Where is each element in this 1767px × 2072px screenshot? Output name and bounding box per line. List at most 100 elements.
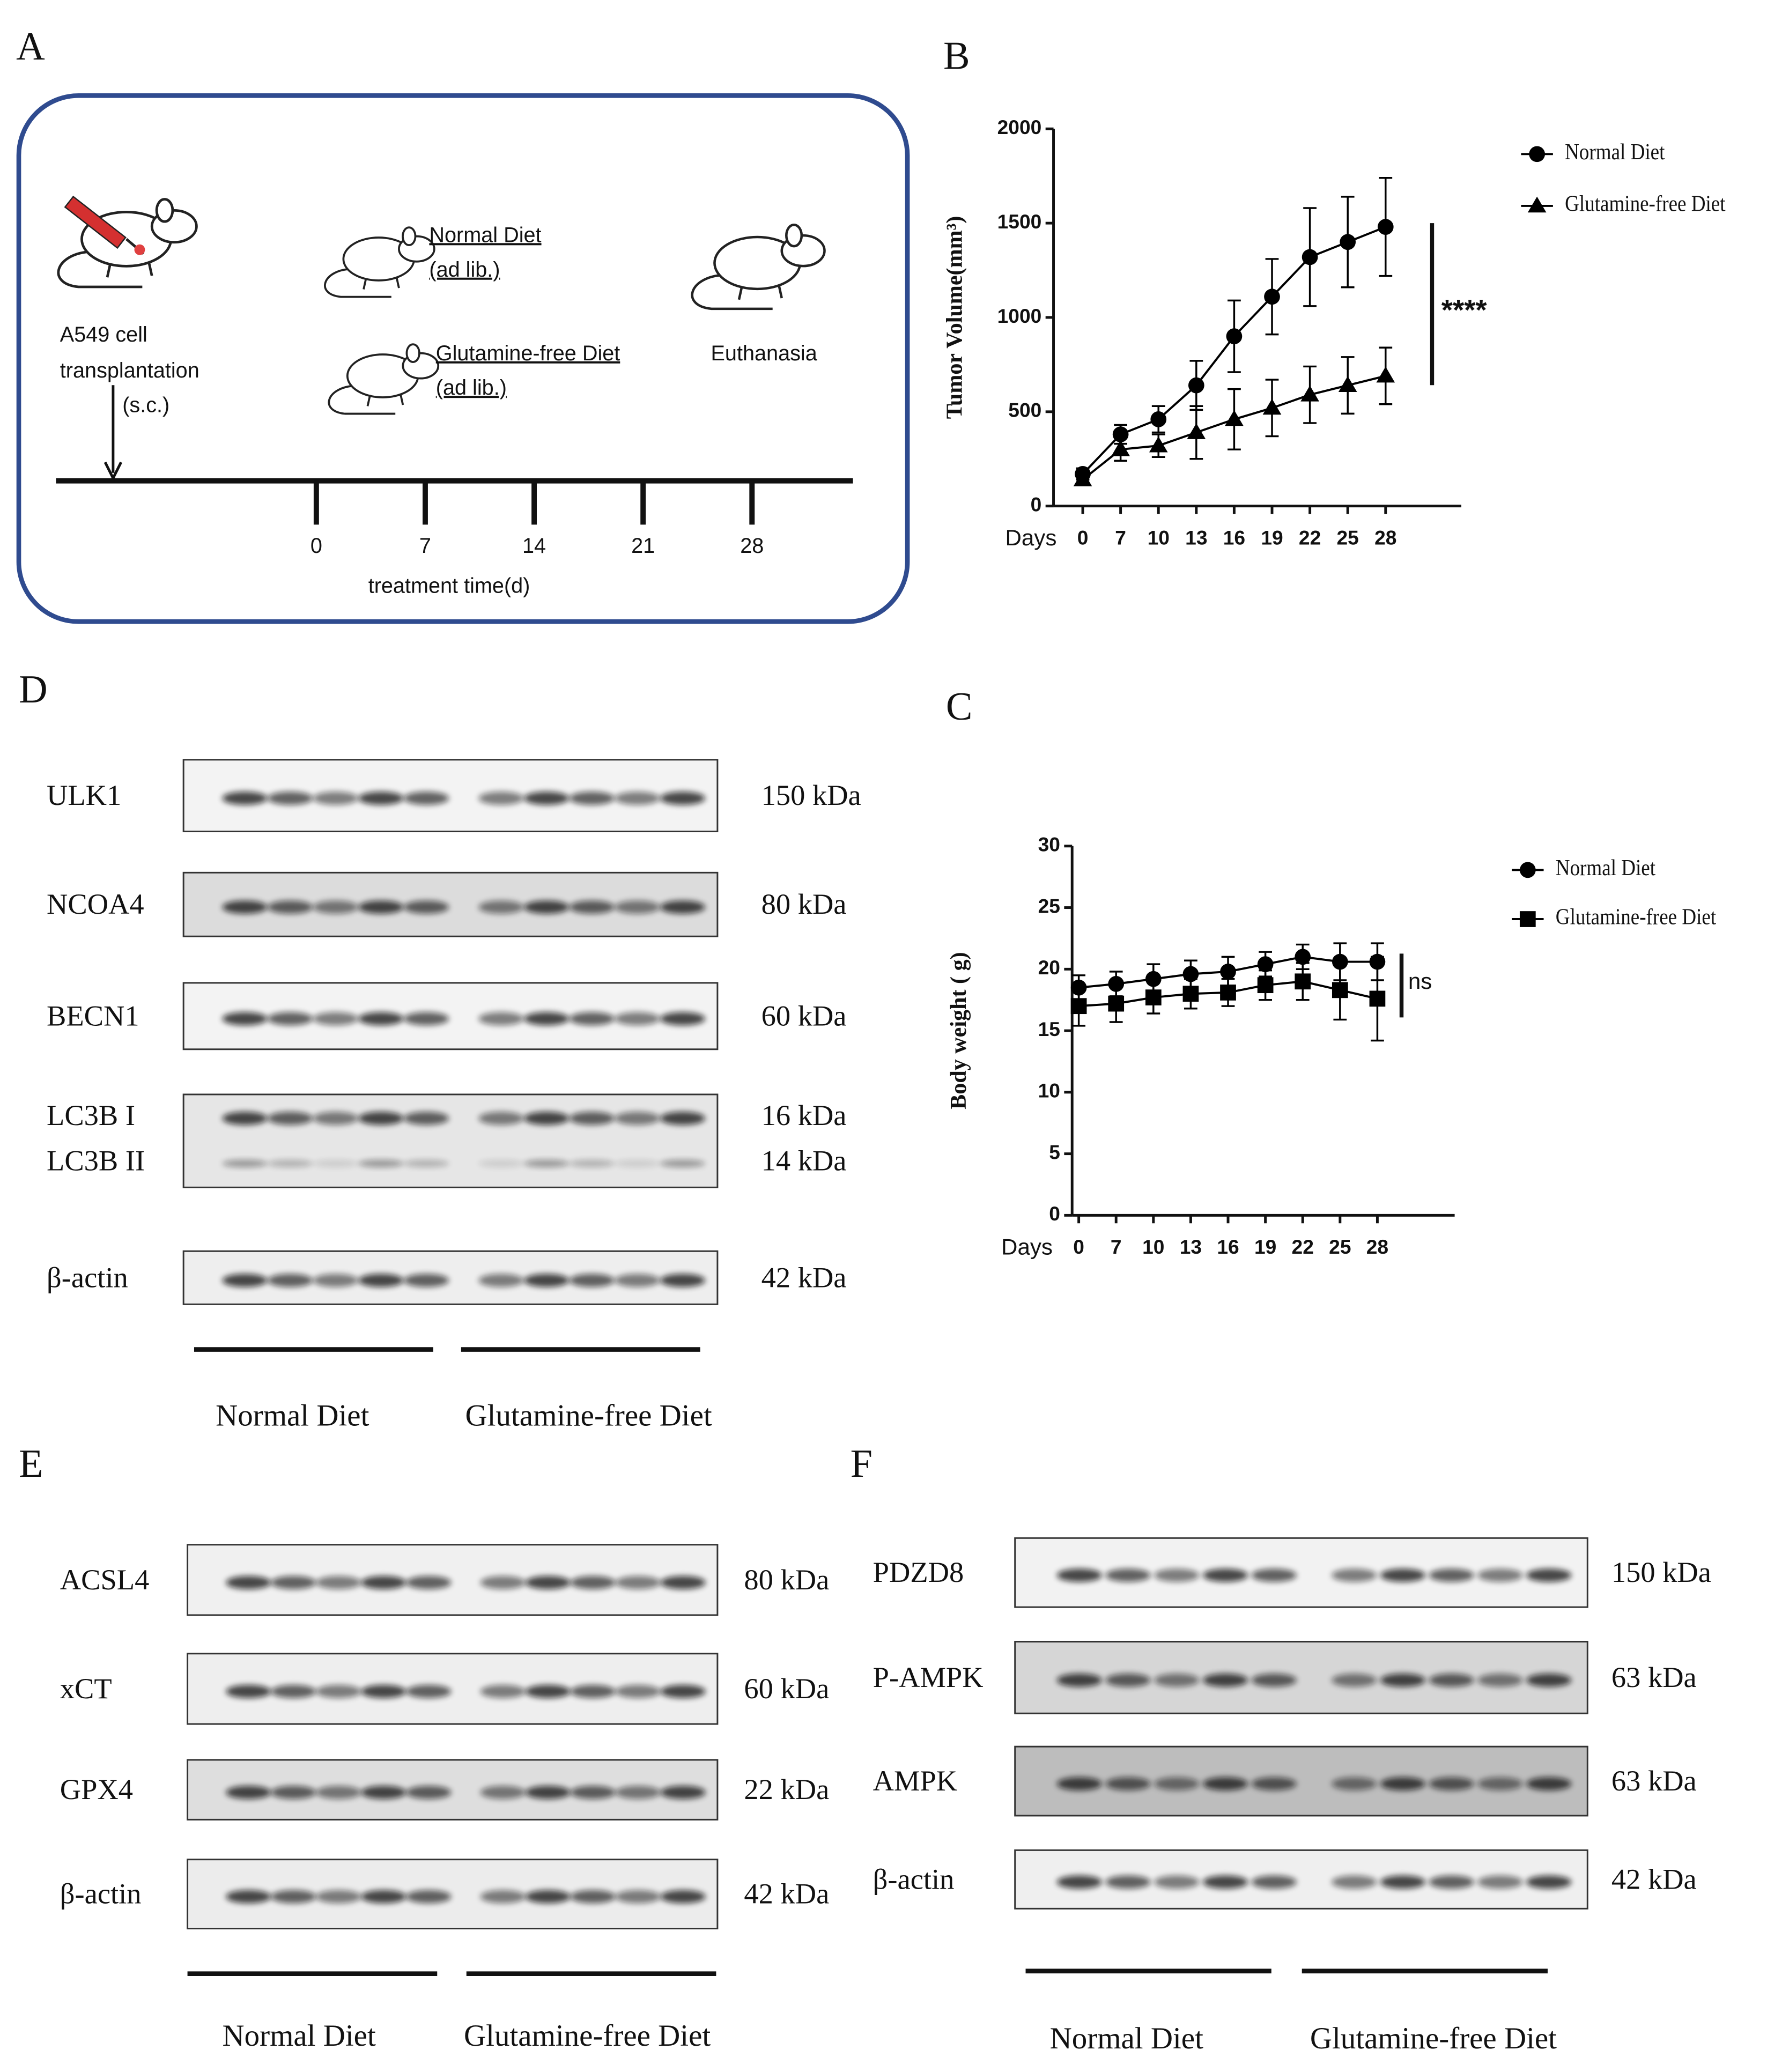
marker xyxy=(1220,964,1236,980)
blot-label: P-AMPK xyxy=(873,1661,984,1693)
group-note: (ad lib.) xyxy=(429,258,500,282)
marker xyxy=(1340,234,1356,250)
blot-band xyxy=(1105,1777,1151,1790)
blot-band xyxy=(361,1786,406,1799)
blot-size: 150 kDa xyxy=(1611,1556,1711,1588)
blot-band xyxy=(478,1012,524,1026)
blot-size: 16 kDa xyxy=(761,1099,847,1131)
blot-band xyxy=(222,1159,268,1168)
mouse-icon xyxy=(324,226,435,298)
y-tick-label: 2000 xyxy=(997,116,1042,138)
blot-band xyxy=(660,1012,706,1026)
mouse-ear xyxy=(785,223,803,248)
blot-band xyxy=(570,1890,616,1904)
blot-size: 80 kDa xyxy=(744,1563,829,1596)
blot-band xyxy=(523,1012,570,1026)
blot-size: 60 kDa xyxy=(761,999,847,1032)
group-label: Glutamine-free Diet xyxy=(464,2019,711,2053)
blot-band xyxy=(226,1890,271,1904)
mouse-tail xyxy=(691,273,773,310)
x-axis-label: Days xyxy=(1005,525,1056,550)
x-tick-label: 0 xyxy=(1073,1235,1084,1258)
mouse-leg xyxy=(147,261,153,276)
marker xyxy=(1257,977,1274,994)
blot-band xyxy=(525,1786,571,1799)
marker xyxy=(1187,423,1206,439)
endpoint: Euthanasia xyxy=(711,342,818,365)
y-axis-label: Tumor Volume(mm³) xyxy=(942,216,967,419)
mouse-icon xyxy=(691,223,826,310)
group-label: Glutamine-free Diet xyxy=(1310,2022,1557,2055)
marker xyxy=(1262,398,1282,415)
blot-label: β-actin xyxy=(873,1862,955,1895)
blot-size: 60 kDa xyxy=(744,1672,829,1705)
x-tick-label: 25 xyxy=(1329,1235,1351,1258)
blot-band xyxy=(222,1112,268,1125)
x-tick-label: 7 xyxy=(1111,1235,1122,1258)
group-name: Glutamine-free Diet xyxy=(436,342,620,365)
blot-band xyxy=(570,1575,616,1589)
blot-band xyxy=(1251,1777,1297,1790)
x-tick-label: 19 xyxy=(1254,1235,1276,1258)
blot-band xyxy=(1154,1673,1200,1687)
blot-band xyxy=(1332,1777,1377,1790)
panel-label: B xyxy=(943,34,970,78)
y-tick-label: 20 xyxy=(1038,956,1060,979)
blot-band xyxy=(403,1112,449,1125)
cell-line: A549 cell xyxy=(60,323,147,346)
timeline-tick-label: 14 xyxy=(522,534,546,558)
blot-band xyxy=(1154,1875,1200,1889)
y-tick-label: 5 xyxy=(1049,1141,1060,1163)
group-label: Normal Diet xyxy=(223,2019,376,2053)
blot-band xyxy=(478,791,524,805)
blot-band xyxy=(271,1575,316,1589)
marker xyxy=(1182,986,1199,1002)
legend-label: Glutamine-free Diet xyxy=(1565,191,1725,216)
mouse-leg xyxy=(399,393,404,405)
x-tick-label: 22 xyxy=(1292,1235,1314,1258)
legend-marker xyxy=(1527,196,1547,213)
mouse-ear xyxy=(402,226,417,246)
marker xyxy=(1150,411,1167,427)
x-axis-label: Days xyxy=(1001,1234,1053,1259)
blot-band xyxy=(1056,1568,1102,1582)
mouse-leg xyxy=(106,262,112,278)
blot-band xyxy=(222,900,268,914)
blot-band xyxy=(1429,1568,1474,1582)
x-tick-label: 25 xyxy=(1337,526,1359,549)
x-tick-label: 16 xyxy=(1217,1235,1239,1258)
blot-band xyxy=(1105,1875,1151,1889)
y-tick-label: 30 xyxy=(1038,833,1060,856)
y-tick-label: 500 xyxy=(1008,399,1041,421)
marker xyxy=(1332,982,1348,998)
y-tick-label: 1000 xyxy=(997,305,1042,327)
blot-band xyxy=(660,1684,706,1698)
blot-label: ULK1 xyxy=(47,779,121,811)
legend-marker xyxy=(1519,911,1536,927)
panel-a-frame xyxy=(16,93,910,624)
x-tick-label: 0 xyxy=(1077,526,1089,549)
blot-band xyxy=(525,1575,571,1589)
mouse-ear xyxy=(405,343,420,363)
blot-band xyxy=(480,1786,526,1799)
blot-band xyxy=(1380,1777,1426,1790)
x-tick-label: 7 xyxy=(1115,526,1126,549)
blot-band xyxy=(660,900,706,914)
group-name: Normal Diet xyxy=(429,223,541,247)
blot-band xyxy=(1332,1875,1377,1889)
blot-band xyxy=(569,1159,615,1168)
blot-band xyxy=(406,1890,452,1904)
marker xyxy=(1302,249,1318,265)
blot-size: 42 kDa xyxy=(761,1261,847,1293)
injection-site xyxy=(134,244,145,255)
blot-size: 42 kDa xyxy=(1611,1862,1697,1895)
blot-band xyxy=(313,791,358,805)
x-tick-label: 13 xyxy=(1185,526,1207,549)
blot-band xyxy=(1056,1777,1102,1790)
blot-band xyxy=(1105,1673,1151,1687)
blot-label: LC3B I xyxy=(47,1099,135,1131)
y-tick-label: 0 xyxy=(1049,1202,1060,1225)
blot-band xyxy=(313,1012,358,1026)
blot-band xyxy=(403,791,449,805)
